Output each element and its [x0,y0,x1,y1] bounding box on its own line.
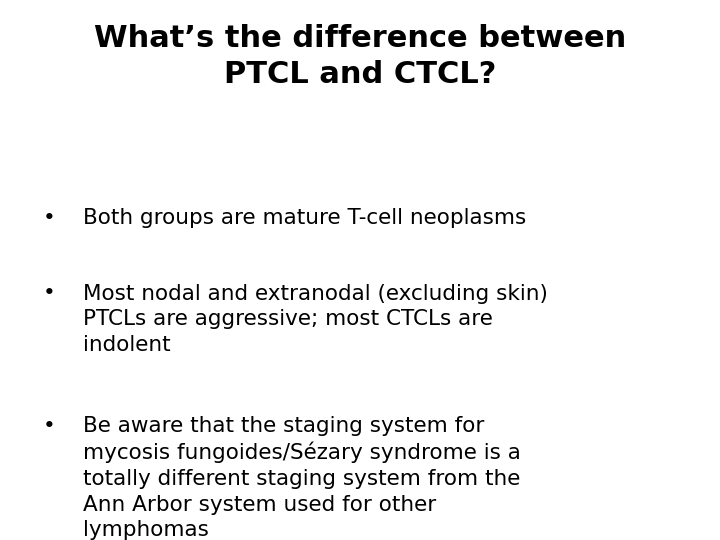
Text: Both groups are mature T-cell neoplasms: Both groups are mature T-cell neoplasms [83,208,526,228]
Text: •: • [43,208,56,228]
Text: Be aware that the staging system for
mycosis fungoides/Sézary syndrome is a
tota: Be aware that the staging system for myc… [83,416,521,540]
Text: •: • [43,416,56,436]
Text: What’s the difference between
PTCL and CTCL?: What’s the difference between PTCL and C… [94,24,626,89]
Text: Most nodal and extranodal (excluding skin)
PTCLs are aggressive; most CTCLs are
: Most nodal and extranodal (excluding ski… [83,284,548,355]
Text: •: • [43,284,56,303]
